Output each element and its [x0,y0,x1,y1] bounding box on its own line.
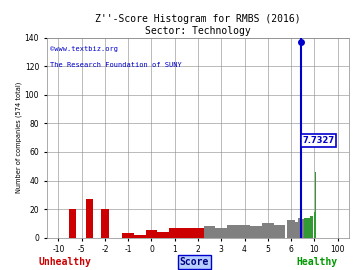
Bar [169,228,181,238]
Bar [227,225,239,238]
Bar [298,218,301,238]
Text: Unhealthy: Unhealthy [39,257,91,267]
Bar [192,228,204,238]
Bar [250,226,262,238]
Bar [69,209,76,238]
Bar [292,222,296,238]
Text: The Research Foundation of SUNY: The Research Foundation of SUNY [50,62,181,68]
Bar [101,209,109,238]
Bar [146,231,157,238]
Y-axis label: Number of companies (574 total): Number of companies (574 total) [15,82,22,193]
Bar [181,228,192,238]
Text: 7.7327: 7.7327 [302,136,334,145]
Bar [204,226,215,238]
Text: Healthy: Healthy [296,257,337,267]
Bar [310,216,313,238]
Text: Score: Score [180,257,209,267]
Bar [287,221,295,238]
Bar [239,225,250,238]
Bar [134,235,146,238]
Title: Z''-Score Histogram for RMBS (2016)
Sector: Technology: Z''-Score Histogram for RMBS (2016) Sect… [95,14,301,36]
Bar [307,218,310,238]
Bar [301,219,304,238]
Bar [314,215,315,238]
Bar [296,222,298,238]
Bar [304,218,307,238]
Bar [215,228,227,238]
Bar [86,199,93,238]
Bar [262,223,274,238]
Bar [157,232,169,238]
Bar [122,233,134,238]
Text: ©www.textbiz.org: ©www.textbiz.org [50,46,118,52]
Bar [274,225,285,238]
